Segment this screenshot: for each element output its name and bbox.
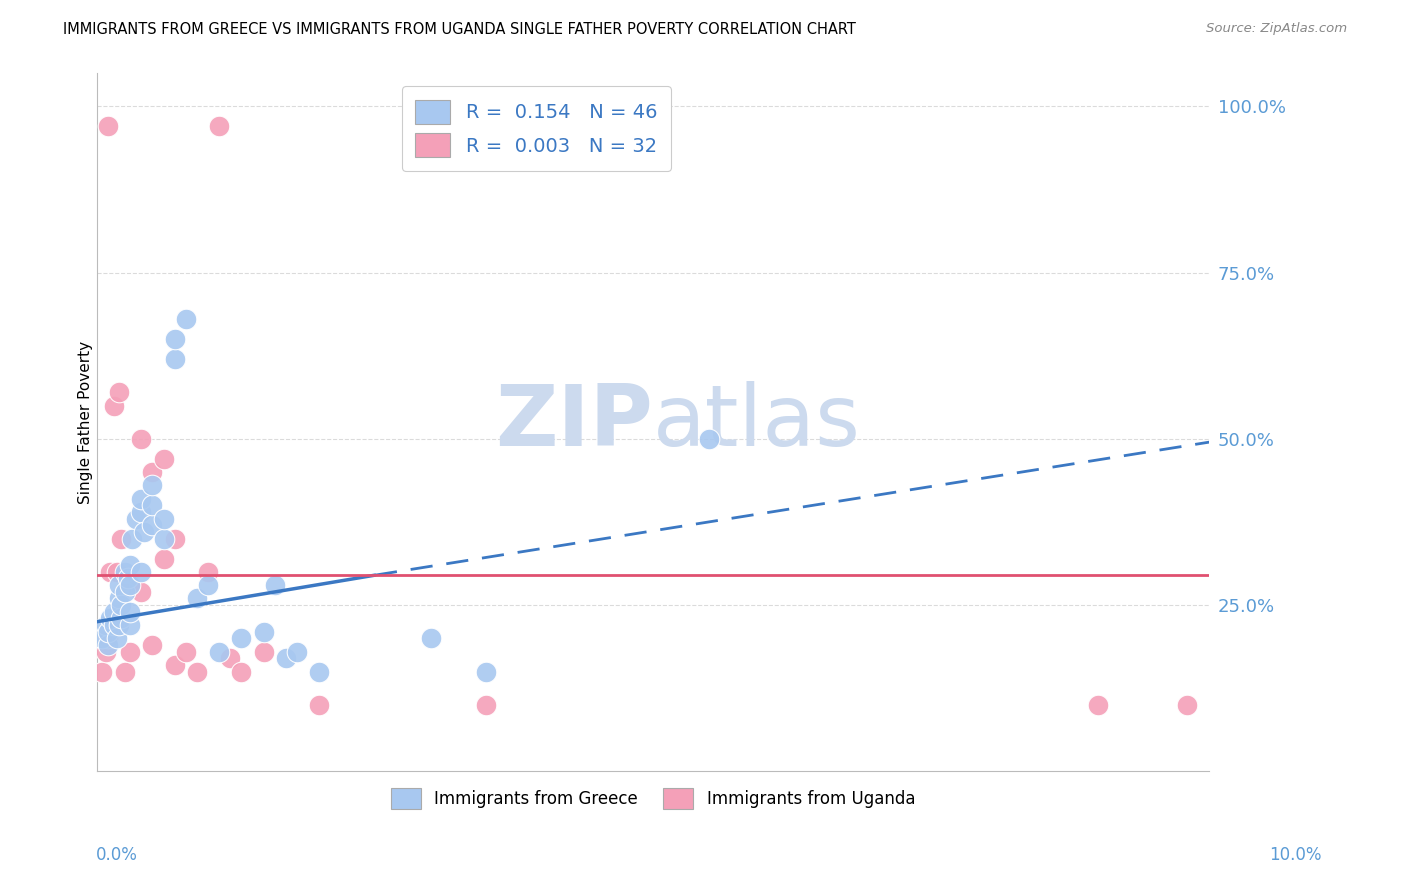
Point: [108, 385, 131, 400]
Point: [263, 578, 285, 592]
Point: [94, 645, 117, 659]
Text: 0.0%: 0.0%: [96, 846, 138, 863]
Point: [285, 645, 308, 659]
Point: [163, 351, 186, 366]
Point: [253, 645, 276, 659]
Point: [308, 698, 330, 712]
Point: [253, 624, 276, 639]
Point: [125, 511, 148, 525]
Point: [475, 665, 498, 679]
Point: [120, 578, 142, 592]
Point: [117, 572, 139, 586]
Point: [163, 532, 186, 546]
Legend: Immigrants from Greece, Immigrants from Uganda: Immigrants from Greece, Immigrants from …: [384, 781, 922, 815]
Point: [152, 551, 174, 566]
Point: [697, 432, 720, 446]
Point: [197, 565, 219, 579]
Point: [91, 632, 114, 646]
Point: [231, 632, 253, 646]
Point: [98, 565, 121, 579]
Point: [103, 618, 125, 632]
Point: [141, 638, 163, 652]
Point: [197, 578, 219, 592]
Point: [121, 532, 143, 546]
Point: [163, 332, 186, 346]
Point: [97, 632, 120, 646]
Point: [131, 432, 153, 446]
Text: IMMIGRANTS FROM GREECE VS IMMIGRANTS FROM UGANDA SINGLE FATHER POVERTY CORRELATI: IMMIGRANTS FROM GREECE VS IMMIGRANTS FRO…: [63, 22, 856, 37]
Point: [186, 591, 208, 606]
Point: [108, 591, 131, 606]
Point: [97, 624, 120, 639]
Point: [120, 578, 142, 592]
Point: [208, 119, 231, 133]
Point: [1087, 698, 1109, 712]
Point: [120, 605, 142, 619]
Point: [152, 451, 174, 466]
Point: [274, 651, 297, 665]
Point: [174, 645, 197, 659]
Text: Source: ZipAtlas.com: Source: ZipAtlas.com: [1206, 22, 1347, 36]
Point: [120, 645, 142, 659]
Point: [108, 618, 131, 632]
Point: [91, 665, 114, 679]
Point: [131, 491, 153, 506]
Point: [152, 511, 174, 525]
Text: 10.0%: 10.0%: [1270, 846, 1322, 863]
Point: [419, 632, 441, 646]
Text: ZIP: ZIP: [495, 381, 652, 464]
Point: [219, 651, 242, 665]
Point: [105, 565, 128, 579]
Point: [131, 505, 153, 519]
Point: [131, 565, 153, 579]
Point: [120, 558, 142, 573]
Point: [108, 618, 131, 632]
Point: [103, 605, 125, 619]
Point: [141, 465, 163, 479]
Point: [98, 611, 121, 625]
Point: [97, 119, 120, 133]
Point: [110, 611, 132, 625]
Y-axis label: Single Father Poverty: Single Father Poverty: [79, 341, 93, 504]
Point: [141, 478, 163, 492]
Point: [110, 598, 132, 612]
Point: [1175, 698, 1198, 712]
Point: [114, 565, 136, 579]
Point: [120, 618, 142, 632]
Point: [131, 584, 153, 599]
Point: [141, 518, 163, 533]
Point: [114, 584, 136, 599]
Point: [208, 645, 231, 659]
Text: atlas: atlas: [652, 381, 860, 464]
Point: [231, 665, 253, 679]
Point: [152, 532, 174, 546]
Point: [105, 632, 128, 646]
Point: [186, 665, 208, 679]
Point: [97, 638, 120, 652]
Point: [114, 665, 136, 679]
Point: [308, 665, 330, 679]
Point: [94, 618, 117, 632]
Point: [110, 532, 132, 546]
Point: [132, 524, 155, 539]
Point: [163, 657, 186, 672]
Point: [174, 312, 197, 326]
Point: [103, 399, 125, 413]
Point: [475, 698, 498, 712]
Point: [108, 578, 131, 592]
Point: [141, 499, 163, 513]
